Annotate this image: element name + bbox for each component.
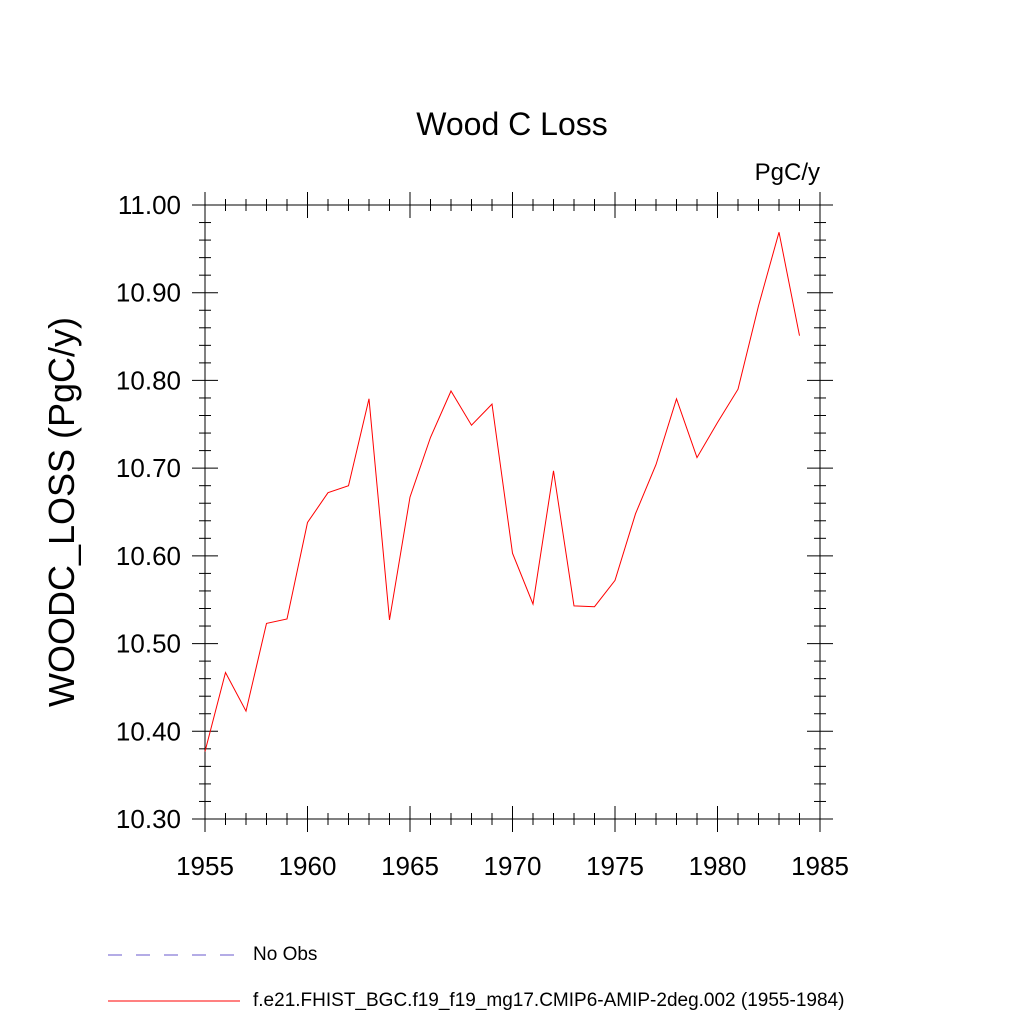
legend: No Obs f.e21.FHIST_BGC.f19_f19_mg17.CMIP… xyxy=(108,944,844,1011)
series-lines xyxy=(204,232,800,752)
x-tick-label: 1970 xyxy=(484,851,542,881)
x-axis-ticks xyxy=(204,192,821,832)
y-tick-label: 10.40 xyxy=(116,716,181,746)
y-tick-label: 10.30 xyxy=(116,804,181,834)
y-tick-label: 10.90 xyxy=(116,278,181,308)
y-tick-label: 10.80 xyxy=(116,365,181,395)
x-tick-label: 1955 xyxy=(176,851,234,881)
y-tick-label: 10.50 xyxy=(116,629,181,659)
legend-label-no-obs: No Obs xyxy=(253,944,317,965)
x-tick-label: 1960 xyxy=(279,851,337,881)
series-line-1 xyxy=(204,232,800,752)
legend-label-model: f.e21.FHIST_BGC.f19_f19_mg17.CMIP6-AMIP-… xyxy=(253,990,844,1011)
y-axis-label: WOODC_LOSS (PgC/y) xyxy=(41,317,82,707)
y-axis-ticks xyxy=(192,204,833,820)
y-tick-label: 10.70 xyxy=(116,453,181,483)
plot-frame xyxy=(204,204,821,820)
y-axis-tick-labels: 10.30 10.40 10.50 10.60 10.70 10.80 10.90 11.00 xyxy=(116,190,181,834)
y-tick-label: 10.60 xyxy=(116,541,181,571)
x-tick-label: 1975 xyxy=(586,851,644,881)
x-tick-label: 1985 xyxy=(791,851,849,881)
y-tick-label: 11.00 xyxy=(118,190,181,220)
units-label: PgC/y xyxy=(755,159,820,186)
x-axis-tick-labels: 1955 1960 1965 1970 1975 1980 1985 xyxy=(176,851,849,881)
chart-title: Wood C Loss xyxy=(416,106,608,142)
x-tick-label: 1965 xyxy=(381,851,439,881)
x-tick-label: 1980 xyxy=(689,851,747,881)
